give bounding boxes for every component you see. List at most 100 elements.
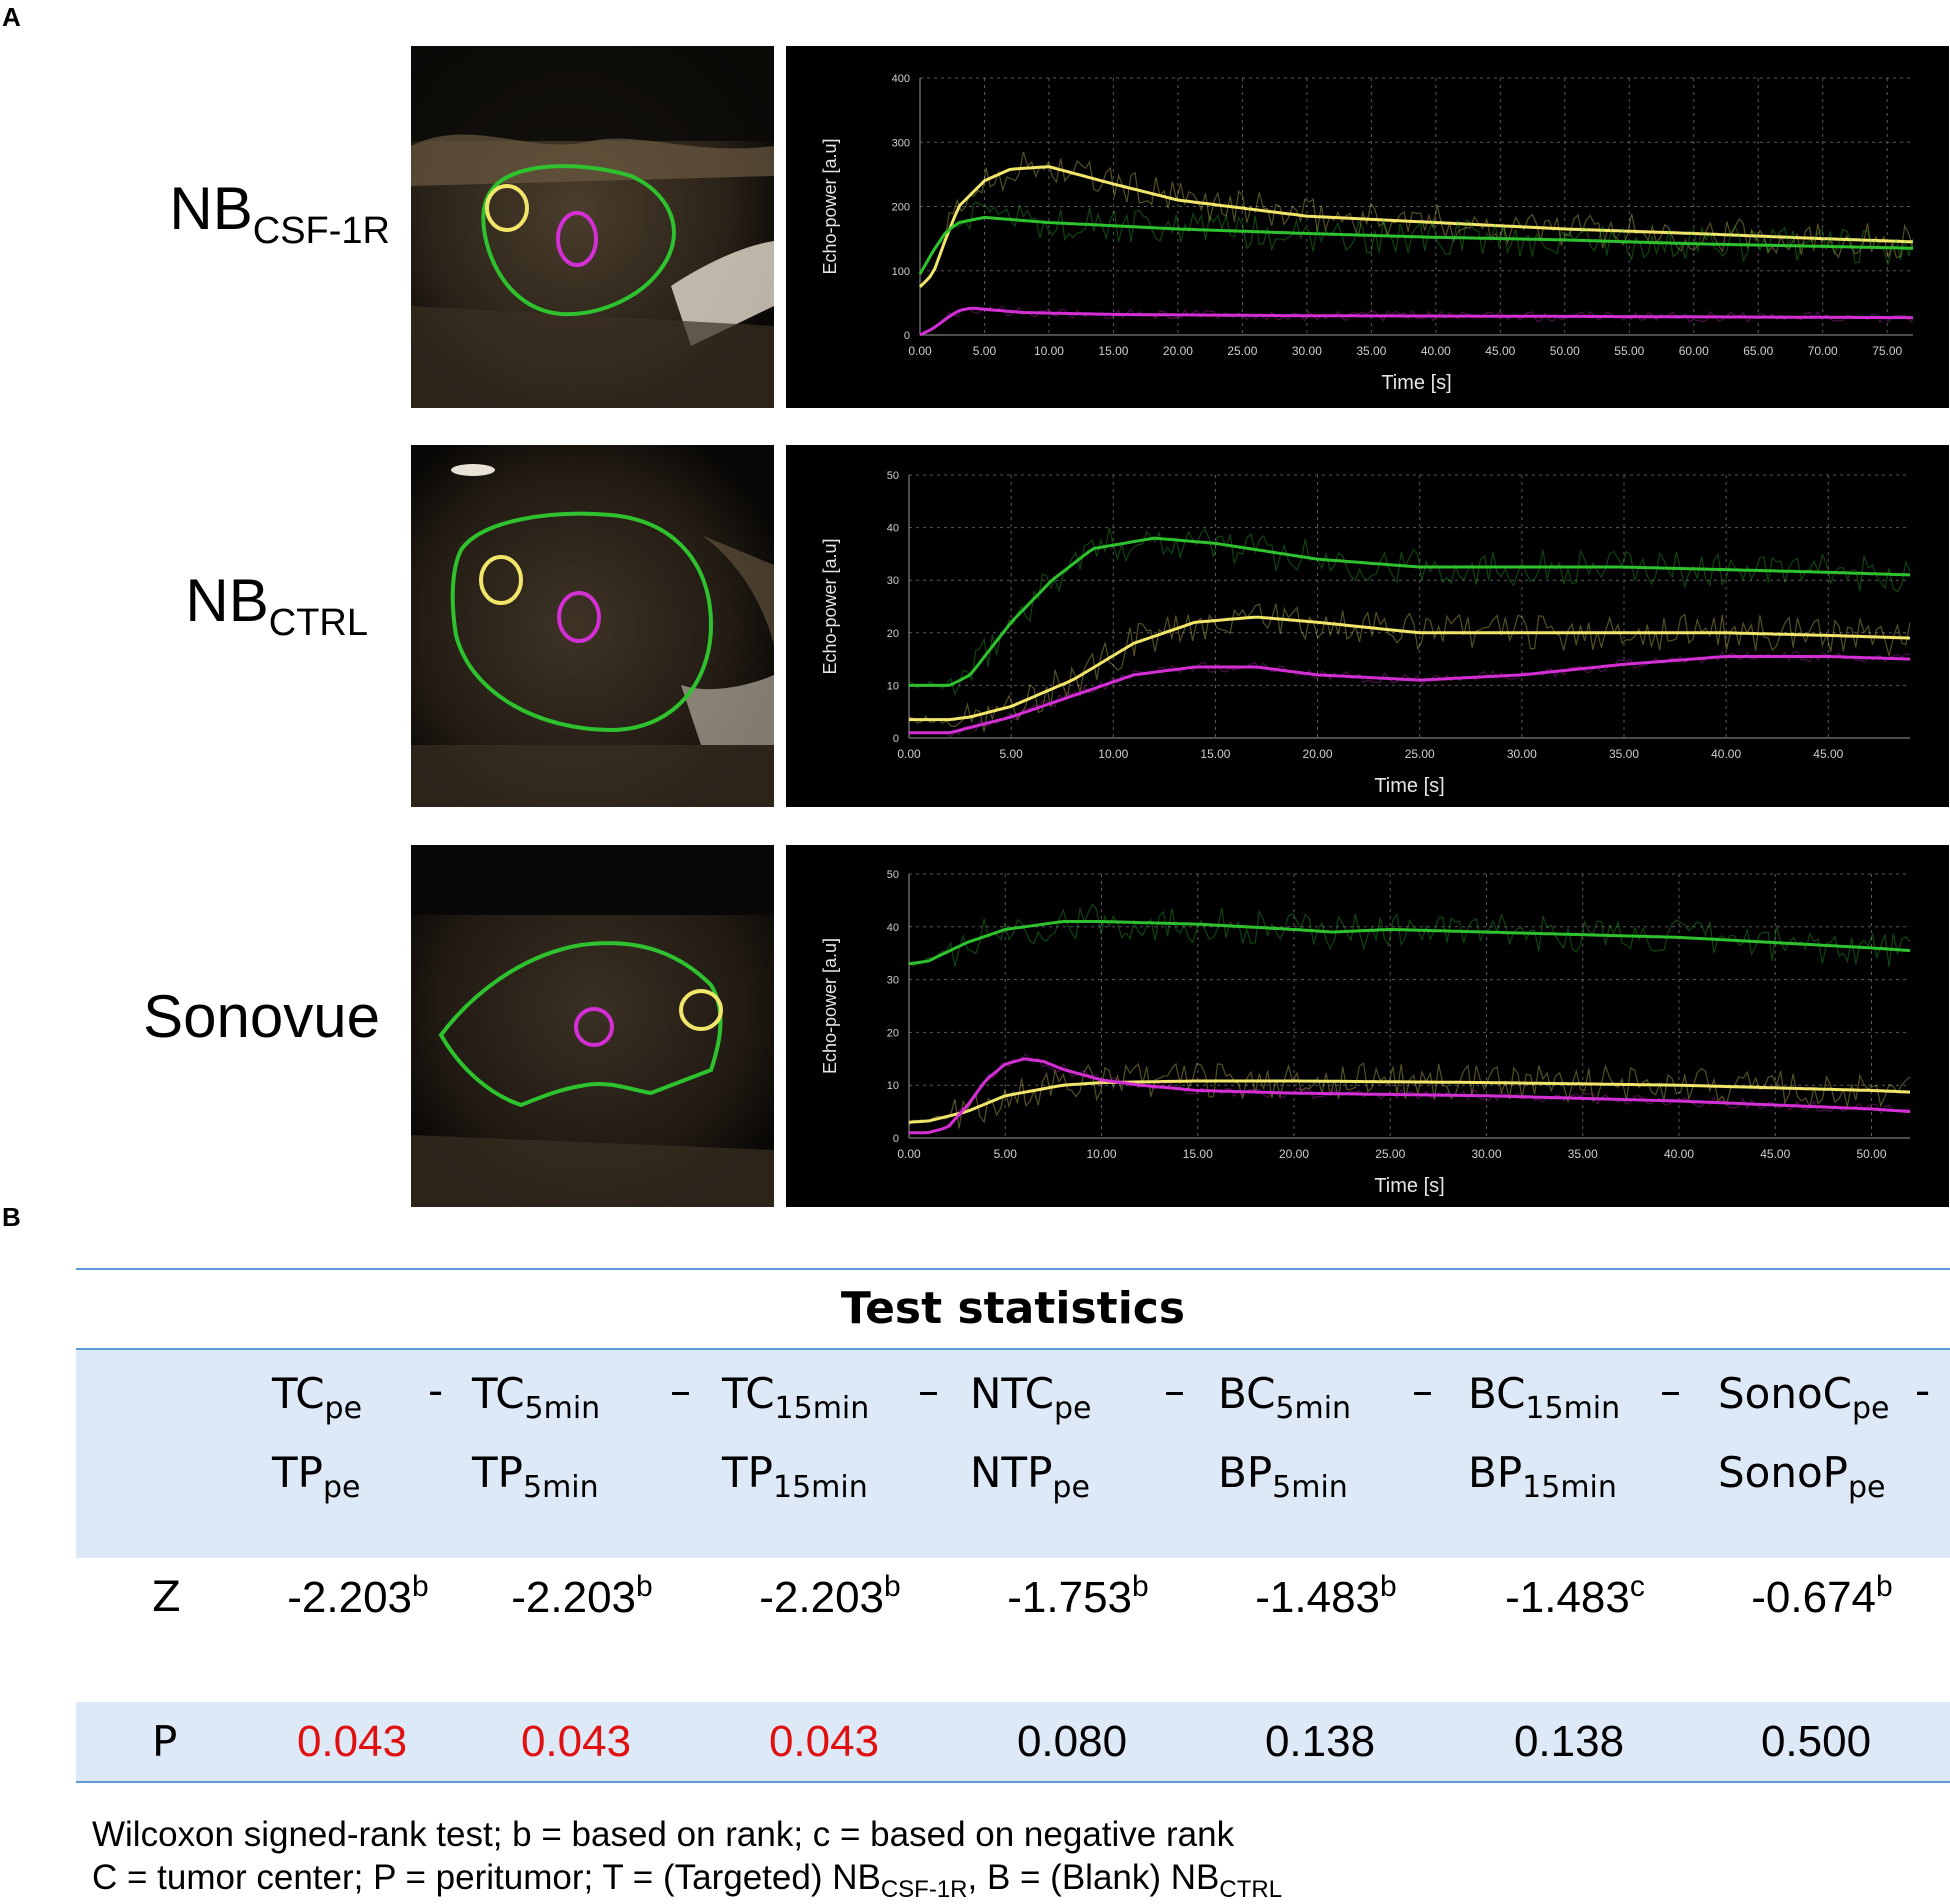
x-tick-label: 55.00 xyxy=(1614,344,1644,358)
p-value-cell: 0.500 xyxy=(1760,1717,1872,1766)
x-tick-label: 45.00 xyxy=(1760,1147,1790,1161)
series-green-fit-line xyxy=(908,920,1911,966)
x-tick-label: 60.00 xyxy=(1679,344,1709,358)
y-tick-label: 100 xyxy=(892,266,910,278)
x-tick-label: 5.00 xyxy=(994,1147,1018,1161)
x-tick-label: 20.00 xyxy=(1279,1147,1309,1161)
table-p-row-shade xyxy=(76,1702,1950,1782)
row-label-sonovue: Sonovue xyxy=(143,983,380,1050)
x-tick-label: 0.00 xyxy=(897,747,921,761)
y-tick-label: 20 xyxy=(887,628,899,640)
y-tick-label: 30 xyxy=(887,575,899,587)
z-value-cell: -1.483c xyxy=(1505,1570,1645,1622)
x-tick-label: 40.00 xyxy=(1711,747,1741,761)
series-magenta-raw-trace xyxy=(908,650,1911,738)
x-tick-label: 65.00 xyxy=(1743,344,1773,358)
y-tick-label: 50 xyxy=(887,869,899,881)
y-tick-label: 0 xyxy=(893,1133,899,1145)
x-tick-label: 0.00 xyxy=(897,1147,921,1161)
x-tick-label: 25.00 xyxy=(1405,747,1435,761)
x-tick-label: 15.00 xyxy=(1098,344,1128,358)
p-value-cell: 0.043 xyxy=(296,1717,408,1766)
column-header-dash: – xyxy=(1412,1366,1433,1415)
time-intensity-chart-nb-ctrl: 0 10 20 30 40 50 0.00 5.00 10.00 15.00 20.00 25.00 3… xyxy=(786,445,1949,807)
x-tick-label: 75.00 xyxy=(1872,344,1902,358)
p-value-cell: 0.043 xyxy=(768,1717,880,1766)
ultrasound-image-nb-csf1r xyxy=(411,46,774,408)
column-header: TCpe TPpe xyxy=(272,1369,363,1505)
x-tick-label: 15.00 xyxy=(1183,1147,1213,1161)
x-tick-label: 25.00 xyxy=(1375,1147,1405,1161)
x-tick-label: 10.00 xyxy=(1034,344,1064,358)
series-yellow-fit-line xyxy=(918,165,1914,288)
y-tick-label: 10 xyxy=(887,680,899,692)
series-magenta-fit-line xyxy=(909,655,1911,735)
p-value-cell: 0.043 xyxy=(520,1717,632,1766)
x-axis-title: Time [s] xyxy=(1374,1175,1444,1197)
table-header-shade xyxy=(76,1350,1950,1558)
z-value-cell: -0.674b xyxy=(1751,1570,1893,1622)
y-tick-label: 10 xyxy=(887,1080,899,1092)
ultrasound-image-nb-ctrl xyxy=(411,445,774,807)
column-header-dash: – xyxy=(670,1366,691,1415)
column-header-dash: - xyxy=(428,1366,444,1415)
x-tick-label: 40.00 xyxy=(1421,344,1451,358)
p-value-cell: 0.138 xyxy=(1513,1717,1625,1766)
column-header: TC15min TP15min xyxy=(722,1369,870,1505)
series-green-raw-trace xyxy=(919,201,1914,272)
y-tick-label: 0 xyxy=(904,330,910,342)
column-header-dash: – xyxy=(918,1366,939,1415)
z-value-cell: -2.203b xyxy=(287,1570,429,1622)
series-yellow-fit-line xyxy=(909,615,1911,722)
series-magenta-raw-trace xyxy=(919,305,1914,336)
y-tick-label: 300 xyxy=(892,137,910,149)
p-value-cell: 0.080 xyxy=(1016,1717,1128,1766)
y-tick-label: 400 xyxy=(892,73,910,85)
y-tick-label: 40 xyxy=(887,922,899,934)
footnote-line-2: C = tumor center; P = peritumor; T = (Ta… xyxy=(92,1858,1283,1903)
y-tick-label: 50 xyxy=(887,470,899,482)
z-value-cell: -1.753b xyxy=(1007,1570,1149,1622)
x-tick-label: 45.00 xyxy=(1485,344,1515,358)
row-label-nb-csf1r: NBCSF-1R xyxy=(169,175,390,252)
time-intensity-chart-nb-csf1r: 0 100 200 300 400 0.00 5.00 10.00 15.00 20.00 25.0… xyxy=(786,46,1949,408)
column-header: BC5min BP5min xyxy=(1218,1369,1352,1505)
x-tick-label: 30.00 xyxy=(1471,1147,1501,1161)
series-green-raw-trace xyxy=(908,903,1911,968)
y-tick-label: 30 xyxy=(887,975,899,987)
series-yellow-raw-trace xyxy=(908,603,1911,732)
column-header: BC15min BP15min xyxy=(1468,1369,1621,1505)
y-axis-title: Echo-power [a.u] xyxy=(820,538,840,674)
z-value-cell: -2.203b xyxy=(511,1570,653,1622)
series-green-raw-trace xyxy=(908,527,1911,696)
x-tick-label: 70.00 xyxy=(1808,344,1838,358)
z-row-label: Z xyxy=(152,1572,181,1621)
x-tick-label: 20.00 xyxy=(1303,747,1333,761)
x-tick-label: 30.00 xyxy=(1292,344,1322,358)
p-value-cell: 0.138 xyxy=(1264,1717,1376,1766)
y-tick-label: 40 xyxy=(887,523,899,535)
x-tick-label: 35.00 xyxy=(1568,1147,1598,1161)
row-label-nb-ctrl: NBCTRL xyxy=(185,567,368,644)
x-axis-title: Time [s] xyxy=(1381,372,1451,394)
table-header-rule xyxy=(76,1348,1950,1350)
y-axis-title: Echo-power [a.u] xyxy=(820,938,840,1074)
series-green-fit-line xyxy=(909,536,1911,687)
x-tick-label: 5.00 xyxy=(999,747,1023,761)
x-tick-label: 35.00 xyxy=(1356,344,1386,358)
ultrasound-image-sonovue xyxy=(411,845,774,1207)
table-bottom-rule xyxy=(76,1781,1950,1783)
series-magenta-fit-line xyxy=(909,1057,1911,1135)
column-header: TC5min TP5min xyxy=(472,1369,601,1505)
x-tick-label: 50.00 xyxy=(1856,1147,1886,1161)
x-tick-label: 0.00 xyxy=(908,344,932,358)
x-tick-label: 40.00 xyxy=(1664,1147,1694,1161)
x-tick-label: 15.00 xyxy=(1200,747,1230,761)
y-tick-label: 200 xyxy=(892,202,910,214)
series-magenta-raw-trace xyxy=(908,1053,1911,1135)
column-header-dash: – xyxy=(1164,1366,1185,1415)
z-value-cell: -1.483b xyxy=(1255,1570,1397,1622)
x-tick-label: 50.00 xyxy=(1550,344,1580,358)
x-tick-label: 20.00 xyxy=(1163,344,1193,358)
x-tick-label: 25.00 xyxy=(1227,344,1257,358)
